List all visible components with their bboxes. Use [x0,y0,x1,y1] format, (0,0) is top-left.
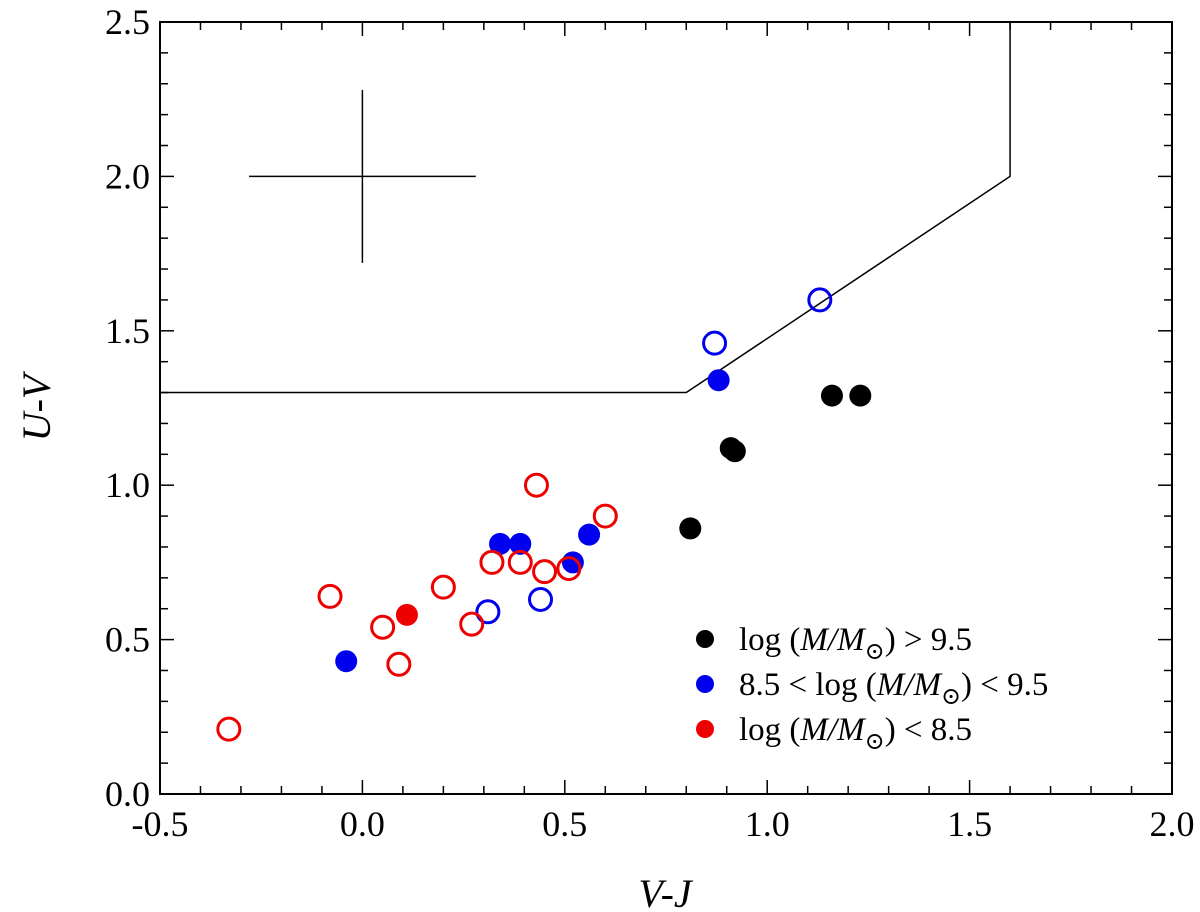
x-tick-label: 0.0 [340,804,385,844]
legend-label-high: log (M/M⊙) > 9.5 [739,622,972,665]
y-tick-label: 0.5 [105,620,150,660]
x-tick-label: 1.5 [947,804,992,844]
y-tick-label: 1.0 [105,465,150,505]
data-point-filled-high [679,517,702,540]
legend-marker-mid [696,675,714,693]
data-point-open-low [532,559,558,585]
data-point-open-mid [702,330,728,356]
data-point-open-low [507,549,533,575]
data-point-open-low [430,574,456,600]
data-point-open-low [216,716,242,742]
data-point-open-low [523,472,549,498]
y-tick-label: 0.0 [105,774,150,814]
data-point-filled-mid [335,650,358,673]
data-point-open-mid [528,586,554,612]
data-point-filled-mid [489,532,512,555]
data-point-filled-high [849,384,872,407]
data-point-open-low [556,556,582,582]
y-tick-label: 1.5 [105,311,150,351]
data-point-filled-mid [578,523,601,546]
legend-marker-low [696,720,714,738]
x-tick-label: 0.5 [542,804,587,844]
legend-label-low: log (M/M⊙) < 8.5 [739,712,972,755]
data-point-filled-mid [509,532,532,555]
data-point-filled-low [395,603,418,626]
data-point-open-mid [807,287,833,313]
y-tick-label: 2.5 [105,2,150,42]
y-tick-label: 2.0 [105,156,150,196]
data-point-filled-mid [707,369,730,392]
data-point-open-low [479,549,505,575]
x-axis-title: V-J [638,871,694,912]
x-tick-label: 1.0 [745,804,790,844]
x-tick-label: 2.0 [1150,804,1195,844]
data-point-open-low [386,651,412,677]
legend-marker-high [696,630,714,648]
selection-boundary-line [160,22,1011,394]
x-tick-label: -0.5 [132,804,189,844]
y-axis-title: U-V [14,370,59,441]
data-point-open-low [370,614,396,640]
plot-frame [159,21,1173,795]
data-point-open-low [317,583,343,609]
data-point-filled-high [820,384,843,407]
data-point-open-low [459,611,485,637]
legend-label-mid: 8.5 < log (M/M⊙) < 9.5 [739,667,1048,710]
data-point-open-low [592,503,618,529]
data-point-open-mid [475,599,501,625]
data-point-filled-high [723,440,746,463]
